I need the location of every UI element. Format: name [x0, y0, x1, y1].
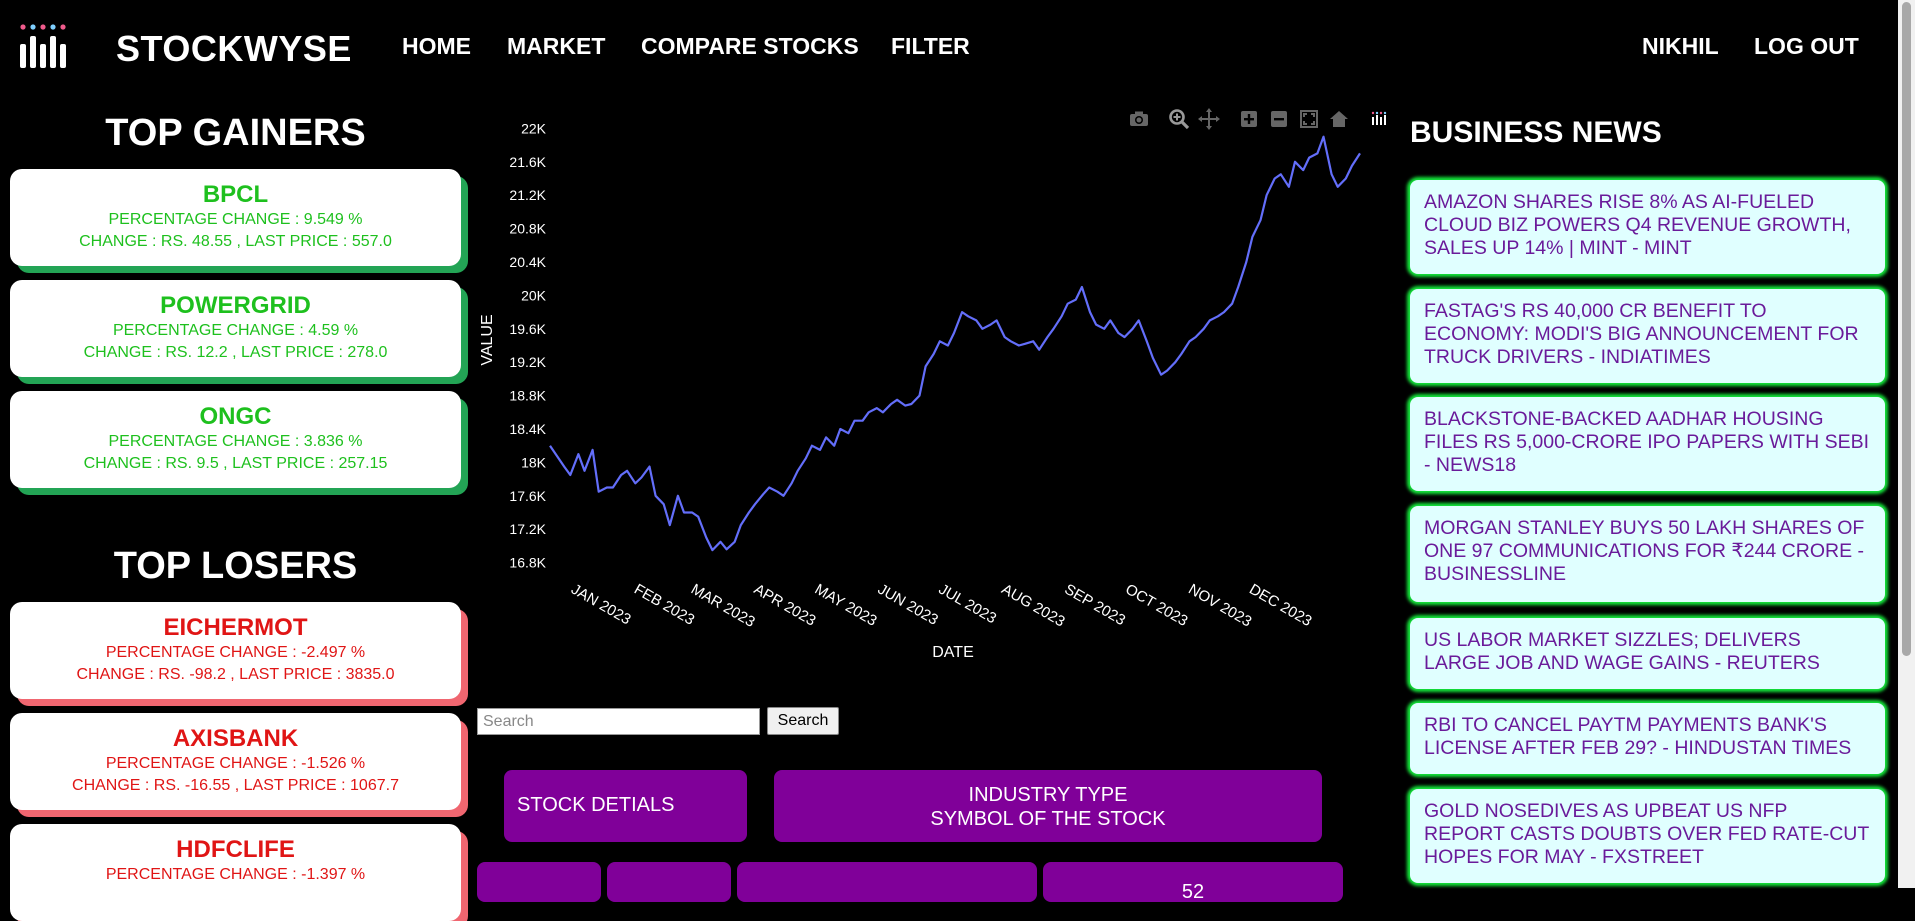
- loser-percentage: PERCENTAGE CHANGE : -2.497 %: [105, 644, 366, 661]
- detail-box: 52: [1043, 862, 1343, 903]
- top-losers-title: TOP LOSERS: [113, 545, 358, 587]
- y-tick-label: 18.8K: [509, 388, 546, 404]
- y-tick-label: 20.8K: [509, 221, 546, 237]
- y-tick-label: 18K: [521, 454, 547, 470]
- y-tick-label: 22K: [521, 120, 547, 136]
- y-tick-label: 17.6K: [509, 488, 546, 504]
- y-tick-label: 20.4K: [509, 254, 546, 270]
- gainer-percentage: PERCENTAGE CHANGE : 9.549 %: [108, 211, 363, 228]
- y-tick-label: 18.4K: [509, 421, 546, 437]
- loser-symbol: AXISBANK: [172, 725, 299, 752]
- gainer-card[interactable]: ONGC PERCENTAGE CHANGE : 3.836 % CHANGE …: [10, 391, 461, 488]
- zoom-out-icon[interactable]: [1268, 108, 1290, 130]
- top-gainers-title: TOP GAINERS: [105, 112, 366, 154]
- x-tick-label: OCT 2023: [1122, 581, 1190, 630]
- index-line-chart[interactable]: 16.8K 17.2K 17.6K 18K 18.4K 18.8K 19.2K 19.6K 20…: [470, 95, 1370, 670]
- gainer-symbol: POWERGRID: [160, 292, 311, 319]
- x-tick-label: DEC 2023: [1246, 581, 1314, 630]
- y-tick-label: 19.6K: [509, 321, 546, 337]
- stock-symbol-label: SYMBOL OF THE STOCK: [930, 808, 1166, 830]
- brand-title[interactable]: STOCKWYSE: [116, 28, 352, 69]
- loser-card[interactable]: HDFCLIFE PERCENTAGE CHANGE : -1.397 %: [10, 824, 461, 921]
- news-item[interactable]: GOLD NOSEDIVES AS UPBEAT US NFP REPORT C…: [1410, 789, 1885, 883]
- loser-symbol: EICHERMOT: [163, 614, 308, 641]
- nav-user-link[interactable]: NIKHIL: [1642, 33, 1719, 59]
- news-item[interactable]: MORGAN STANLEY BUYS 50 LAKH SHARES OF ON…: [1410, 506, 1885, 602]
- x-tick-label: FEB 2023: [631, 581, 697, 629]
- nav-market-link[interactable]: MARKET: [507, 33, 606, 59]
- navbar: STOCKWYSE HOME MARKET COMPARE STOCKS FIL…: [0, 0, 1915, 95]
- loser-symbol: HDFCLIFE: [176, 836, 295, 863]
- gainer-card[interactable]: POWERGRID PERCENTAGE CHANGE : 4.59 % CHA…: [10, 280, 461, 377]
- x-axis-title: DATE: [932, 644, 973, 661]
- plotly-logo-icon[interactable]: [1368, 108, 1390, 130]
- search-input[interactable]: [477, 708, 760, 735]
- loser-card[interactable]: AXISBANK PERCENTAGE CHANGE : -1.526 % CH…: [10, 713, 461, 810]
- x-tick-label: AUG 2023: [999, 581, 1068, 631]
- page-scrollbar-thumb[interactable]: [1902, 2, 1911, 656]
- y-tick-label: 19.2K: [509, 354, 546, 370]
- news-item[interactable]: FASTAG'S RS 40,000 CR BENEFIT TO ECONOMY…: [1410, 289, 1885, 383]
- x-tick-label: MAY 2023: [812, 581, 880, 630]
- x-tick-label: SEP 2023: [1061, 581, 1128, 629]
- gainer-change: CHANGE : RS. 9.5 , LAST PRICE : 257.15: [83, 455, 388, 472]
- loser-change: CHANGE : RS. -16.55 , LAST PRICE : 1067.…: [72, 777, 399, 794]
- camera-icon[interactable]: [1128, 108, 1150, 130]
- gainer-card[interactable]: BPCL PERCENTAGE CHANGE : 9.549 % CHANGE …: [10, 169, 461, 266]
- loser-card[interactable]: EICHERMOT PERCENTAGE CHANGE : -2.497 % C…: [10, 602, 461, 699]
- loser-percentage: PERCENTAGE CHANGE : -1.526 %: [105, 755, 366, 772]
- news-item[interactable]: RBI TO CANCEL PAYTM PAYMENTS BANK'S LICE…: [1410, 703, 1885, 774]
- news-item[interactable]: US LABOR MARKET SIZZLES; DELIVERS LARGE …: [1410, 618, 1885, 689]
- y-tick-label: 16.8K: [509, 555, 546, 571]
- x-tick-label: JUN 2023: [875, 581, 941, 629]
- x-tick-label: APR 2023: [751, 581, 819, 630]
- stockwyse-logo-icon[interactable]: [18, 22, 68, 68]
- pan-icon[interactable]: [1198, 108, 1220, 130]
- news-item[interactable]: BLACKSTONE-BACKED AADHAR HOUSING FILES R…: [1410, 397, 1885, 491]
- zoom-icon[interactable]: [1168, 108, 1190, 130]
- y-tick-label: 21.6K: [509, 154, 546, 170]
- gainer-change: CHANGE : RS. 48.55 , LAST PRICE : 557.0: [79, 233, 392, 250]
- business-news-title: BUSINESS NEWS: [1410, 116, 1662, 149]
- stock-details-label-box: STOCK DETIALS: [504, 770, 747, 842]
- index-series-line: [549, 135, 1361, 552]
- detail-box: [607, 862, 731, 902]
- gainer-percentage: PERCENTAGE CHANGE : 4.59 %: [112, 322, 359, 339]
- detail-value: 52: [1181, 881, 1205, 903]
- gainer-symbol: BPCL: [202, 181, 269, 208]
- gainer-change: CHANGE : RS. 12.2 , LAST PRICE : 278.0: [83, 344, 388, 361]
- x-tick-label: MAR 2023: [688, 581, 758, 631]
- y-tick-label: 20K: [521, 287, 547, 303]
- stock-details-label: STOCK DETIALS: [517, 794, 675, 816]
- gainer-percentage: PERCENTAGE CHANGE : 3.836 %: [108, 433, 363, 450]
- loser-percentage: PERCENTAGE CHANGE : -1.397 %: [105, 866, 366, 883]
- x-tick-label: JUL 2023: [936, 581, 1000, 628]
- x-tick-label: NOV 2023: [1185, 581, 1254, 631]
- industry-type-box: INDUSTRY TYPE SYMBOL OF THE STOCK: [774, 770, 1322, 842]
- x-tick-label: JAN 2023: [568, 581, 634, 629]
- news-item[interactable]: AMAZON SHARES RISE 8% AS AI-FUELED CLOUD…: [1410, 180, 1885, 274]
- gainer-symbol: ONGC: [199, 403, 272, 430]
- y-tick-label: 21.2K: [509, 187, 546, 203]
- search-button[interactable]: Search: [767, 707, 839, 735]
- nav-logout-link[interactable]: LOG OUT: [1754, 33, 1859, 59]
- industry-type-label: INDUSTRY TYPE: [968, 784, 1128, 806]
- y-axis-title: VALUE: [479, 314, 496, 365]
- zoom-in-icon[interactable]: [1238, 108, 1260, 130]
- detail-box: [737, 862, 1037, 902]
- detail-box: [477, 862, 601, 902]
- home-icon[interactable]: [1328, 108, 1350, 130]
- loser-change: CHANGE : RS. -98.2 , LAST PRICE : 3835.0: [76, 666, 395, 683]
- nav-compare-stocks-link[interactable]: COMPARE STOCKS: [641, 33, 859, 59]
- nav-home-link[interactable]: HOME: [402, 33, 471, 59]
- y-tick-label: 17.2K: [509, 521, 546, 537]
- nav-filter-link[interactable]: FILTER: [891, 33, 970, 59]
- autoscale-icon[interactable]: [1298, 108, 1320, 130]
